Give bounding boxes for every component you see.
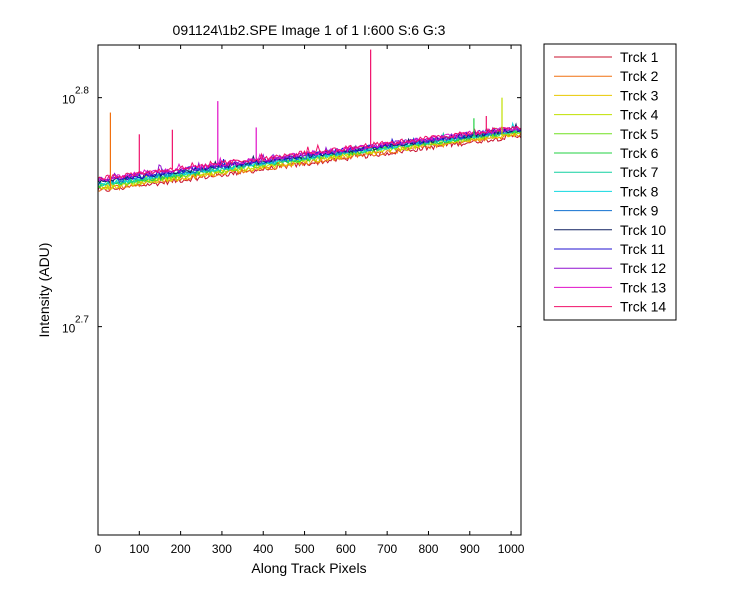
- x-axis-ticks: 0 100 200 300 400 500 600 700 800 900 1000: [95, 45, 525, 556]
- x-axis-label: Along Track Pixels: [251, 560, 366, 576]
- x-tick-label: 500: [295, 542, 315, 556]
- x-tick-label: 400: [253, 542, 273, 556]
- legend-label: Trck 12: [620, 260, 666, 276]
- y-tick-label-exponent: 2.8: [75, 86, 89, 97]
- x-tick-label: 800: [418, 542, 438, 556]
- legend-label: Trck 9: [620, 203, 659, 219]
- legend-box: [543, 43, 677, 321]
- legend-label: Trck 4: [620, 107, 659, 123]
- x-tick-label: 0: [95, 542, 102, 556]
- legend: Trck 1 Trck 2 Trck 3 Trck 4 Trck 5 Trck 6 Trck…: [554, 49, 666, 315]
- x-tick-label: 1000: [498, 542, 525, 556]
- legend-label: Trck 2: [620, 68, 659, 84]
- x-tick-label: 200: [171, 542, 191, 556]
- y-tick-label-exponent: 2.7: [75, 315, 89, 326]
- series-line-14: [97, 125, 522, 181]
- legend-label: Trck 10: [620, 222, 666, 238]
- axes-frame: [97, 44, 522, 536]
- x-tick-label: 100: [129, 542, 149, 556]
- y-tick-label-base: 10: [62, 322, 76, 336]
- legend-label: Trck 13: [620, 279, 666, 295]
- legend-label: Trck 6: [620, 145, 659, 161]
- legend-label: Trck 14: [620, 299, 666, 315]
- legend-label: Trck 1: [620, 49, 659, 65]
- legend-label: Trck 3: [620, 87, 659, 103]
- x-tick-label: 600: [336, 542, 356, 556]
- y-tick-label-base: 10: [62, 93, 76, 107]
- legend-label: Trck 11: [620, 241, 665, 257]
- x-tick-label: 700: [377, 542, 397, 556]
- legend-label: Trck 5: [620, 126, 659, 142]
- legend-label: Trck 7: [620, 164, 659, 180]
- series-line-2: [97, 132, 522, 192]
- x-tick-label: 900: [460, 542, 480, 556]
- legend-label: Trck 8: [620, 183, 659, 199]
- plot-area: [98, 45, 521, 535]
- series-layer: [97, 49, 522, 192]
- x-tick-label: 300: [212, 542, 232, 556]
- y-axis-label: Intensity (ADU): [36, 243, 52, 338]
- chart-title: 091124\1b2.SPE Image 1 of 1 I:600 S:6 G:…: [173, 22, 446, 38]
